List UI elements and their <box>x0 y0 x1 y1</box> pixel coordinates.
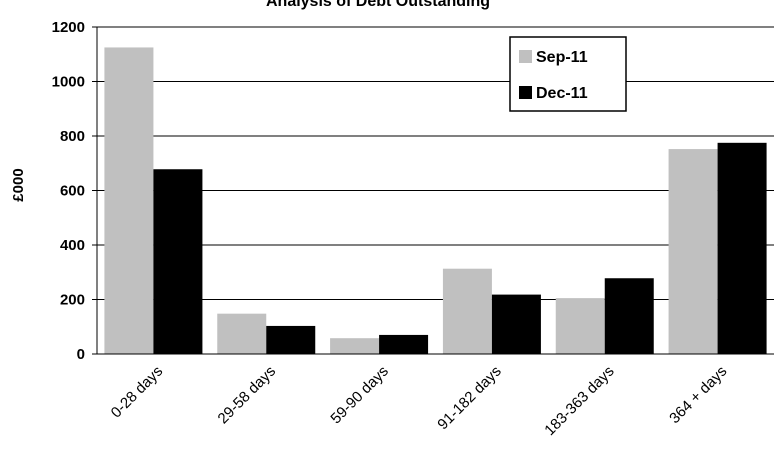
bar-dec-11-0 <box>153 169 203 354</box>
y-tick-label: 1000 <box>52 74 85 91</box>
x-tick-label: 364 + days <box>666 363 730 427</box>
y-tick-label: 1200 <box>52 19 85 36</box>
bar-sep-11-0 <box>104 47 154 354</box>
bar-dec-11-5 <box>717 142 767 354</box>
y-tick-label: 200 <box>60 292 85 309</box>
axes <box>92 27 774 355</box>
y-tick-label: 400 <box>60 237 85 254</box>
x-tick-labels: 0-28 days 29-58 days 59-90 days 91-182 days… <box>108 363 731 439</box>
x-tick-label: 0-28 days <box>108 363 167 422</box>
y-tick-label: 800 <box>60 128 85 145</box>
legend-swatch-dec-11 <box>519 86 532 99</box>
bar-dec-11-1 <box>266 325 316 354</box>
bar-sep-11-1 <box>217 313 267 354</box>
y-tick-label: 600 <box>60 183 85 200</box>
bar-sep-11-5 <box>668 149 718 354</box>
bar-dec-11-2 <box>379 334 429 354</box>
bar-dec-11-3 <box>491 294 541 354</box>
chart-title: Analysis of Debt Outstanding <box>266 0 490 10</box>
gridlines <box>92 26 774 355</box>
x-tick-label: 59-90 days <box>327 363 392 428</box>
x-tick-label: 91-182 days <box>434 363 504 433</box>
bar-sep-11-3 <box>442 268 492 354</box>
x-tick-label: 29-58 days <box>215 363 280 428</box>
legend-swatch-sep-11 <box>519 50 532 63</box>
bar-dec-11-4 <box>604 278 654 354</box>
y-tick-labels: 0 200 400 600 800 1000 1200 <box>52 19 85 363</box>
bar-sep-11-4 <box>555 298 605 354</box>
legend: Sep-11 Dec-11 <box>509 36 627 112</box>
x-tick-label: 183-363 days <box>541 363 617 439</box>
bar-sep-11-2 <box>330 338 380 354</box>
legend-label-dec-11: Dec-11 <box>536 85 588 102</box>
y-axis-label: £000 <box>10 168 27 201</box>
y-tick-label: 0 <box>77 346 85 363</box>
legend-label-sep-11: Sep-11 <box>536 49 588 66</box>
bars <box>104 47 767 354</box>
